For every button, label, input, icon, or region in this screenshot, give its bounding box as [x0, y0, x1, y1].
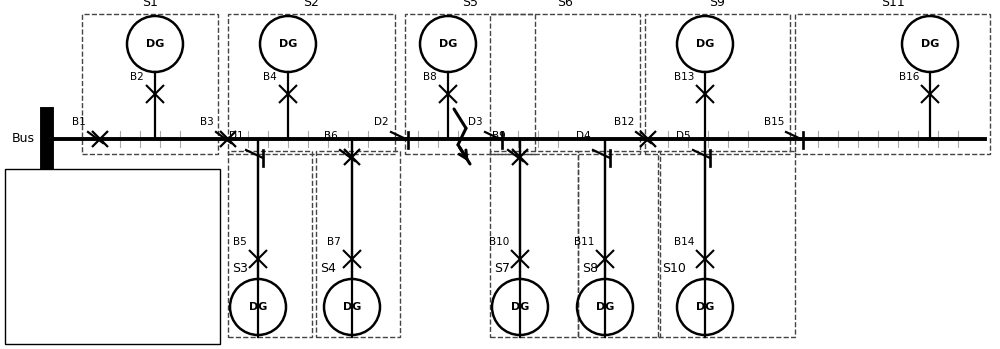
- Bar: [490, 151, 578, 337]
- Text: DG: DG: [32, 319, 50, 329]
- Text: S8: S8: [582, 262, 598, 275]
- Bar: [490, 14, 640, 154]
- Text: B1: B1: [72, 117, 86, 127]
- Bar: [228, 151, 312, 337]
- Text: S10: S10: [662, 262, 686, 275]
- Bar: [228, 14, 395, 154]
- Text: B4: B4: [263, 72, 277, 82]
- Text: B5: B5: [233, 237, 247, 247]
- Text: S2: S2: [304, 0, 319, 9]
- Text: D2: D2: [374, 117, 389, 127]
- Text: 风/光/储: 风/光/储: [70, 318, 99, 331]
- Bar: [578, 151, 660, 337]
- Text: S7: S7: [494, 262, 510, 275]
- Text: D5: D5: [676, 131, 691, 141]
- Text: DG: DG: [439, 39, 457, 49]
- Text: DG: DG: [511, 302, 529, 312]
- Text: S6: S6: [557, 0, 573, 9]
- Text: B2: B2: [130, 72, 144, 82]
- Text: D1: D1: [229, 131, 244, 141]
- Text: DG: DG: [279, 39, 297, 49]
- Text: B15: B15: [764, 117, 784, 127]
- Bar: [5, 169, 220, 344]
- Text: D4: D4: [576, 131, 591, 141]
- Bar: [658, 151, 795, 337]
- Text: B6: B6: [324, 131, 338, 141]
- Text: S9: S9: [710, 0, 725, 9]
- Text: B13: B13: [674, 72, 694, 82]
- Text: DG: DG: [249, 302, 267, 312]
- Text: DG: DG: [146, 39, 164, 49]
- Text: 故障: 故障: [70, 277, 84, 290]
- Text: B8: B8: [423, 72, 437, 82]
- Bar: [82, 14, 218, 154]
- Bar: [405, 14, 535, 154]
- Text: B9: B9: [492, 131, 506, 141]
- Text: S11: S11: [881, 0, 904, 9]
- Bar: [316, 151, 400, 337]
- Text: S3: S3: [232, 262, 248, 275]
- Text: B16: B16: [899, 72, 919, 82]
- Text: DG: DG: [343, 302, 361, 312]
- Text: 隔离开关: 隔离开关: [70, 238, 98, 251]
- Text: S4: S4: [320, 262, 336, 275]
- Text: B12: B12: [614, 117, 634, 127]
- Text: B14: B14: [674, 237, 694, 247]
- Text: DG: DG: [921, 39, 939, 49]
- Text: DG: DG: [596, 302, 614, 312]
- Text: B11: B11: [574, 237, 594, 247]
- Bar: [795, 14, 990, 154]
- Text: S1: S1: [142, 0, 158, 9]
- Text: DG: DG: [696, 39, 714, 49]
- Text: 断路器: 断路器: [70, 198, 91, 210]
- Text: Bus: Bus: [12, 133, 35, 146]
- Text: B10: B10: [489, 237, 509, 247]
- Text: S5: S5: [462, 0, 478, 9]
- Text: B3: B3: [200, 117, 214, 127]
- Bar: [645, 14, 790, 154]
- Text: D3: D3: [468, 117, 483, 127]
- Text: DG: DG: [696, 302, 714, 312]
- Text: B7: B7: [327, 237, 341, 247]
